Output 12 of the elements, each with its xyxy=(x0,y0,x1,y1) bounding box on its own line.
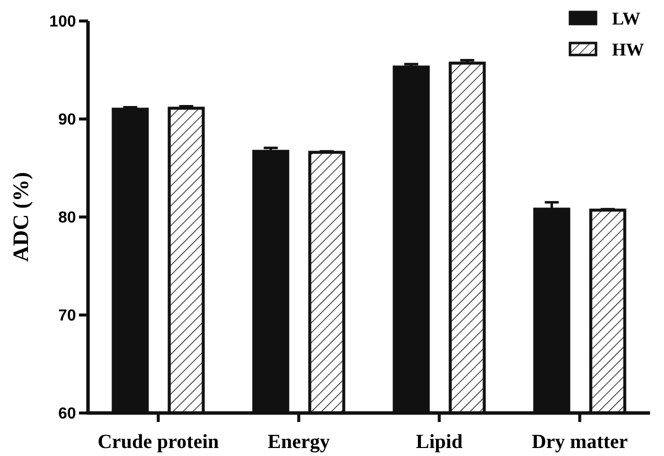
y-tick-label: 90 xyxy=(58,112,76,129)
legend-label: LW xyxy=(612,8,640,28)
x-tick-label: Crude protein xyxy=(98,431,219,453)
text: HW xyxy=(612,39,644,60)
y-tick-label: 100 xyxy=(49,14,76,31)
x-tick-label: Energy xyxy=(268,431,330,453)
x-tick-label: Lipid xyxy=(416,431,463,453)
y-tick-label: 80 xyxy=(58,210,76,227)
y-tick-label: 70 xyxy=(58,308,76,325)
x-tick-label: Dry matter xyxy=(532,431,628,453)
y-axis-title: ADC (%) xyxy=(8,172,33,262)
y-tick-label: 60 xyxy=(58,406,76,423)
